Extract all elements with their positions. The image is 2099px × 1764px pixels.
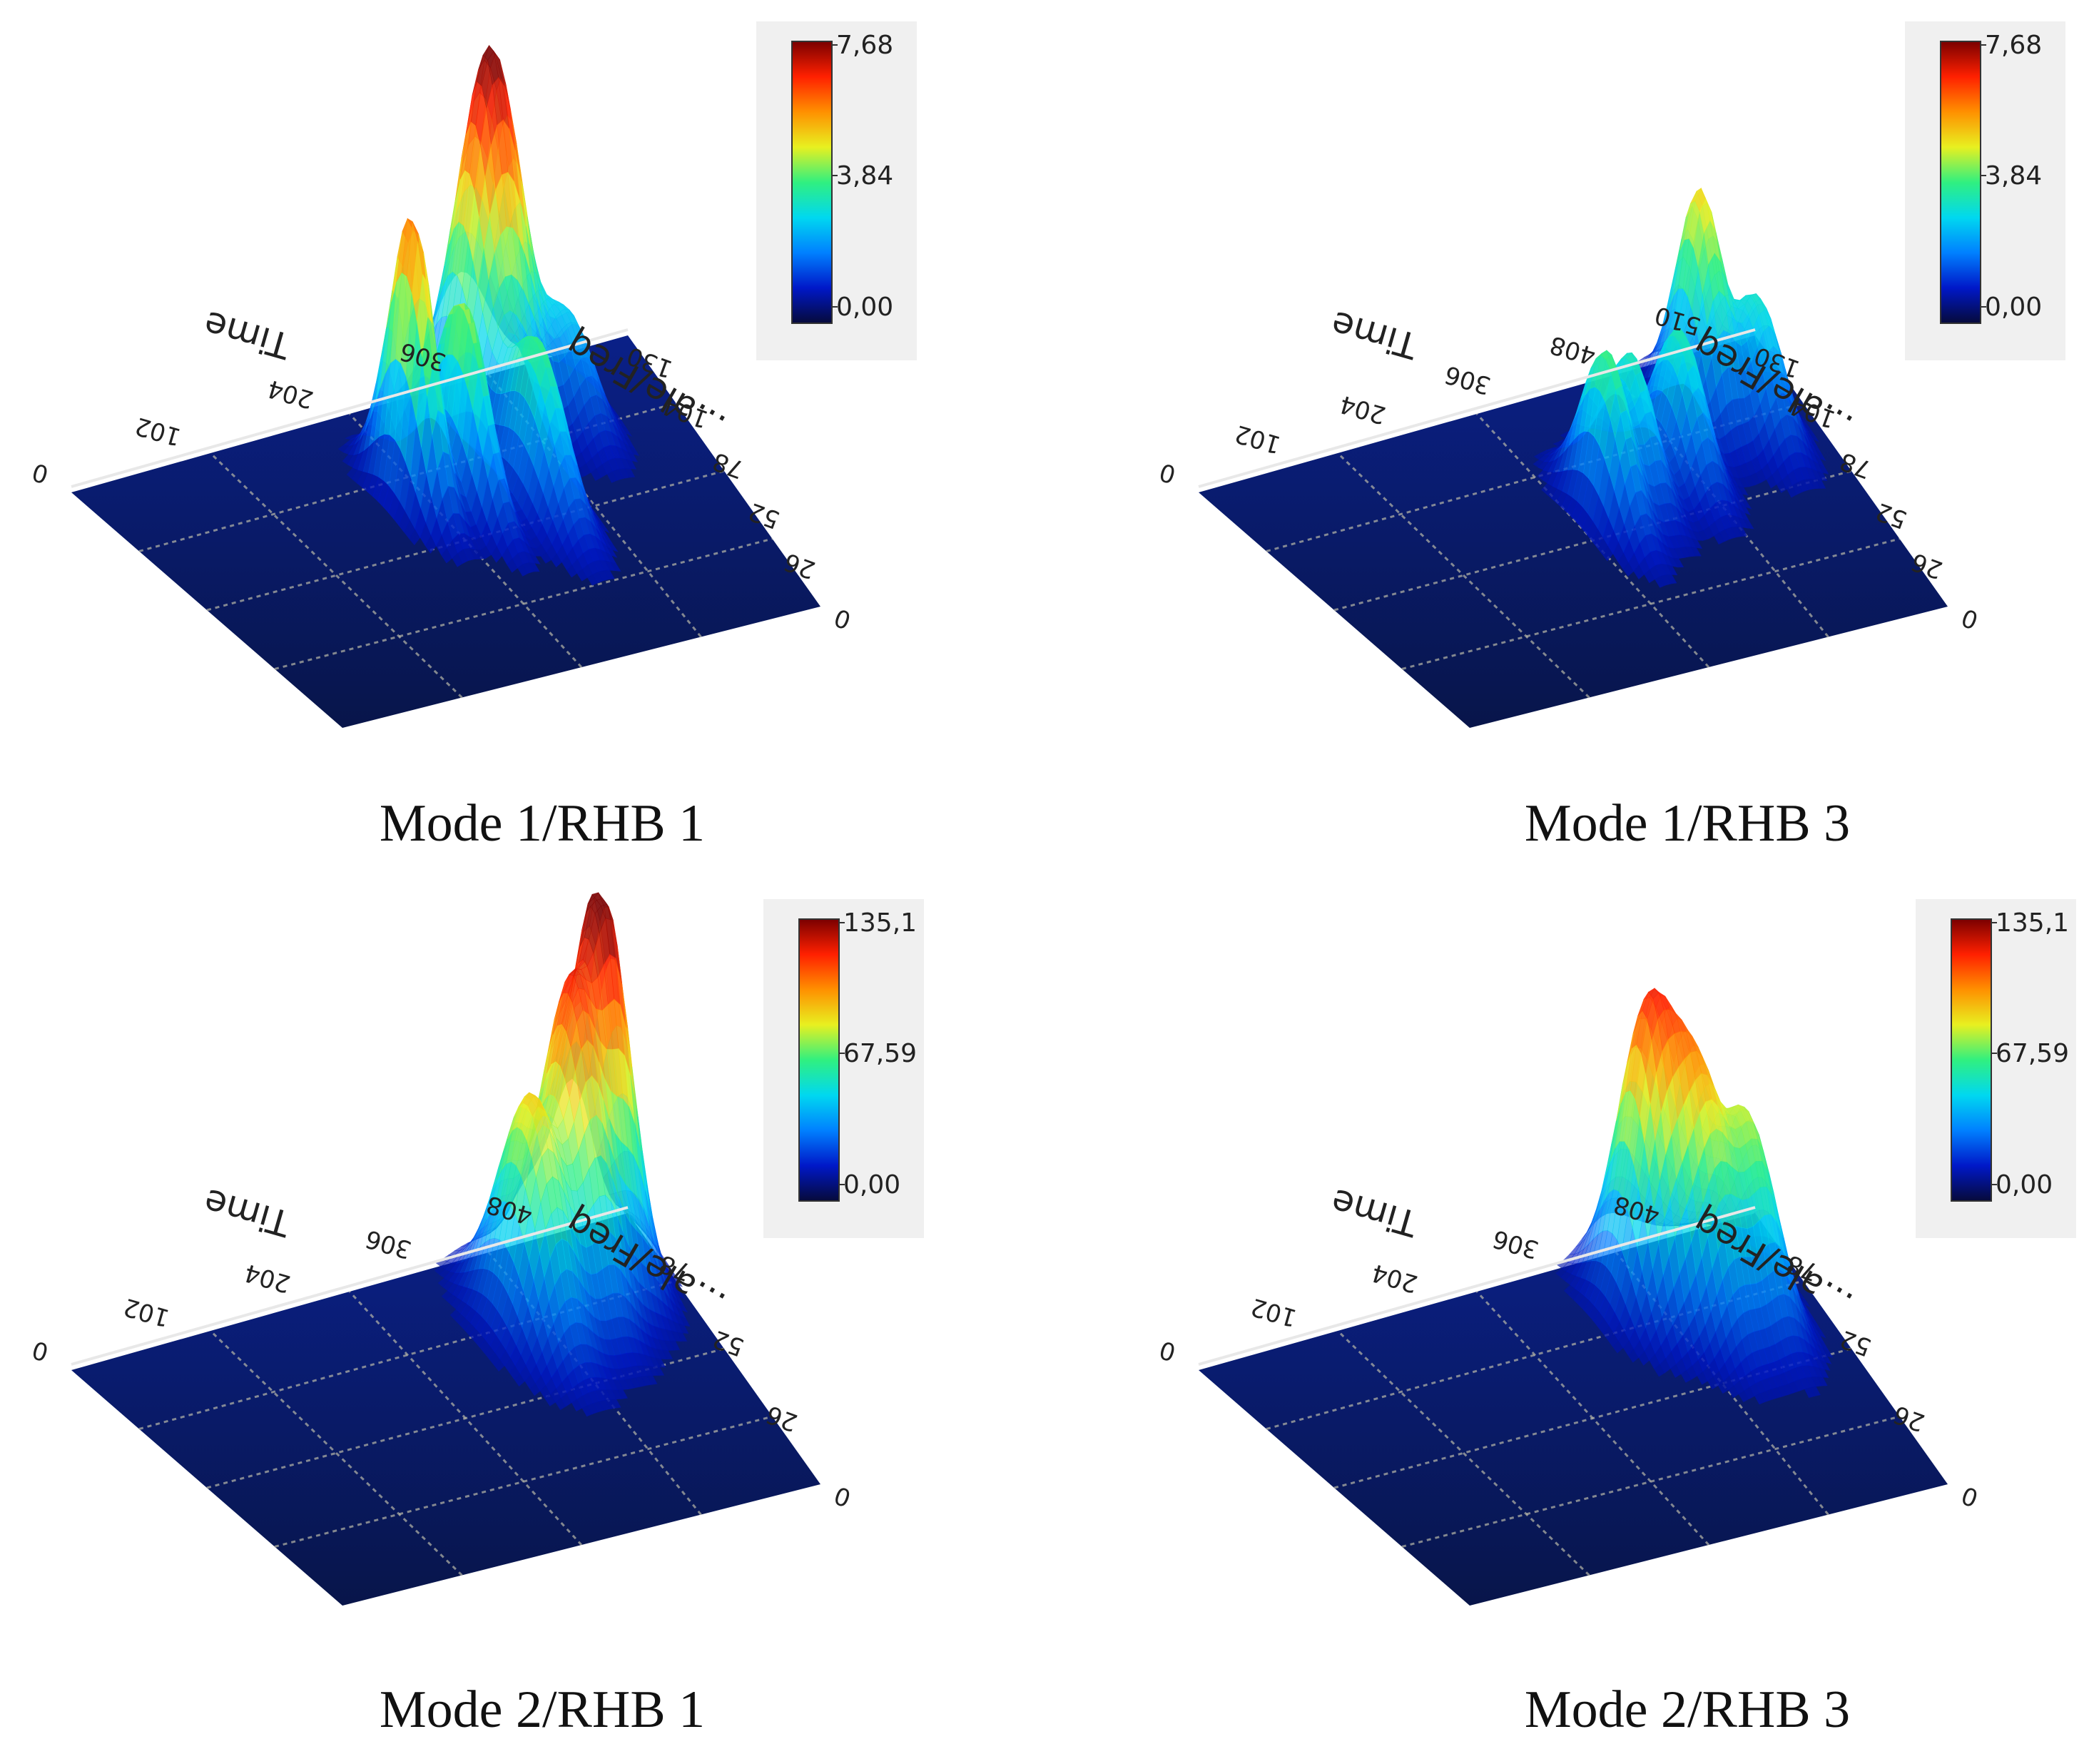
surface-panel-2: 0102204306408510Time0265278104130...ale/… [1157, 21, 2065, 853]
time-tick-label: 204 [264, 374, 316, 414]
panel-caption: Mode 1/RHB 1 [380, 794, 705, 853]
surface-panel-1: 0102204306Time0265278104130...ale/Freq7,… [29, 21, 917, 853]
colorbar-tick-label: 3,84 [836, 161, 893, 191]
colorbar-tick-label: 0,00 [836, 293, 893, 322]
colorbar-ramp [791, 41, 833, 324]
time-tick-label: 102 [132, 411, 184, 451]
colorbar-tick-label: 7,68 [836, 31, 893, 60]
time-axis-title: Time [199, 303, 295, 367]
colorbar: 7,68 3,84 0,00 [756, 21, 917, 360]
time-tick-label: 0 [29, 457, 52, 488]
freq-tick-label: 0 [830, 602, 855, 634]
floor-gridline [209, 452, 463, 699]
